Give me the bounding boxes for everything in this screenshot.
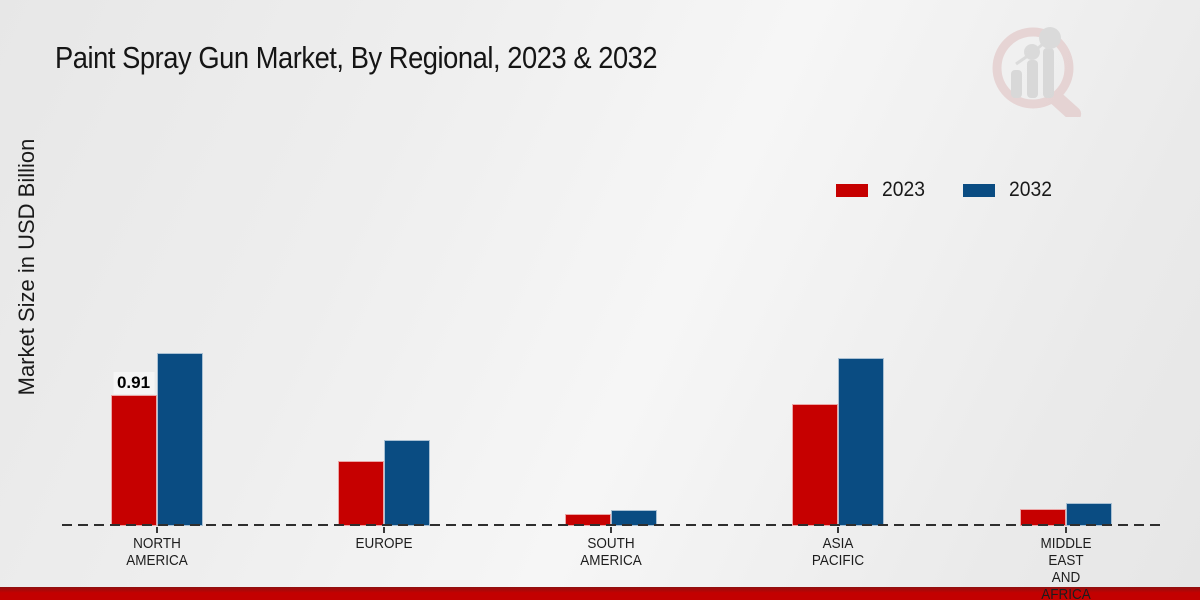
x-axis-tick-asia-pacific (837, 527, 840, 533)
x-axis-label-line: EAST (1047, 552, 1084, 569)
x-axis-label-line: PACIFIC (812, 552, 865, 569)
x-axis-label-line: AFRICA (1040, 586, 1091, 600)
legend-swatch-2032 (962, 183, 995, 197)
x-axis-baseline (62, 524, 1160, 526)
legend-item-2023: 2023 (836, 178, 929, 202)
legend-item-2032: 2032 (962, 178, 1056, 202)
x-axis-label-middle-east-and-africa: MIDDLE EAST AND AFRICA (1003, 535, 1129, 600)
x-axis-label-line: AMERICA (580, 552, 642, 569)
bar-2032-asia-pacific (838, 358, 885, 526)
x-axis-label-line: AND (1051, 569, 1080, 586)
x-axis-label-asia-pacific: ASIA PACIFIC (775, 535, 901, 569)
x-axis-label-line: MIDDLE (1039, 535, 1092, 552)
bar-2023-europe (337, 461, 384, 526)
bar-2032-europe (383, 440, 430, 526)
x-axis-label-line: NORTH (132, 535, 181, 552)
x-axis-tick-north-america (155, 527, 158, 533)
x-axis-tick-middle-east-and-africa (1064, 527, 1067, 533)
bar-value-label-2023-north-america: 0.91 (112, 372, 155, 394)
x-axis-tick-europe (382, 527, 385, 533)
bar-2023-north-america (110, 395, 157, 526)
x-axis-label-line: ASIA (822, 535, 854, 552)
x-axis-label-line: AMERICA (125, 552, 188, 569)
legend-label-2023: 2023 (882, 178, 925, 201)
legend: 2023 2032 (836, 178, 1055, 202)
x-axis-label-south-america: SOUTH AMERICA (548, 535, 674, 569)
x-axis-tick-south-america (610, 527, 612, 533)
bar-2023-asia-pacific (792, 404, 839, 526)
bar-2032-middle-east-and-africa (1065, 503, 1112, 526)
x-axis-label-line: EUROPE (355, 535, 413, 552)
chart-title: Paint Spray Gun Market, By Regional, 202… (55, 40, 658, 75)
footer-red-bar (0, 587, 1200, 600)
magnifier-bar-chart-logo-icon (985, 22, 1095, 122)
legend-swatch-2023 (836, 183, 868, 197)
x-axis-label-line: SOUTH (587, 535, 635, 552)
x-axis-label-europe: EUROPE (321, 535, 447, 552)
x-axis-label-north-america: NORTH AMERICA (94, 535, 220, 569)
bar-2032-north-america (156, 353, 203, 526)
legend-label-2032: 2032 (1008, 178, 1052, 201)
